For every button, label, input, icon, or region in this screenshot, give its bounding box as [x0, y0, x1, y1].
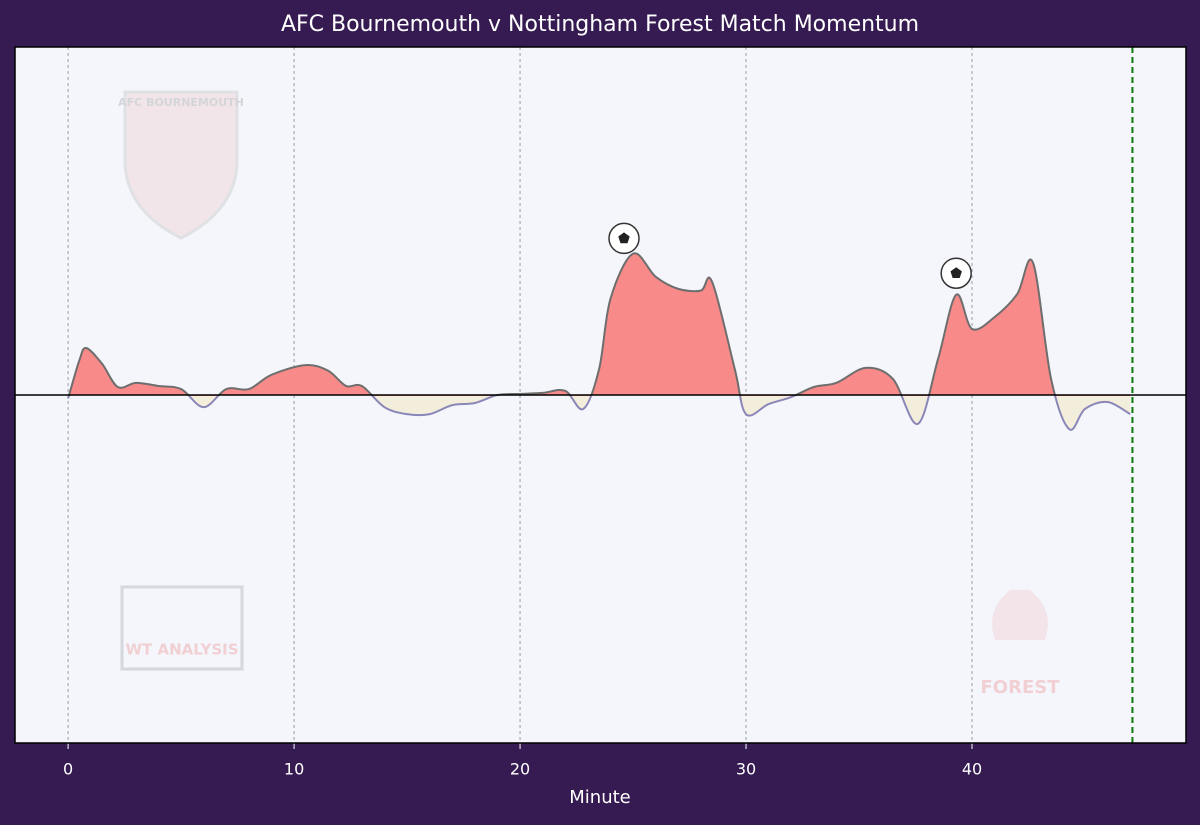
ball-patch	[618, 232, 630, 244]
watermark-text: AFC BOURNEMOUTH	[118, 96, 244, 109]
wt-logo	[120, 585, 244, 671]
chart-title: AFC Bournemouth v Nottingham Forest Matc…	[281, 12, 919, 37]
bournemouth-logo	[123, 90, 239, 240]
x-axis-label: Minute	[569, 787, 630, 808]
x-tick-label: 0	[63, 760, 73, 779]
x-tick-label: 30	[736, 760, 756, 779]
watermark-text: FOREST	[981, 677, 1061, 698]
watermark-text: WT ANALYSIS	[125, 641, 238, 659]
x-tick-label: 10	[284, 760, 304, 779]
forest-logo	[992, 590, 1048, 640]
x-tick-label: 40	[962, 760, 982, 779]
area-positive	[68, 253, 1131, 396]
area-negative	[68, 396, 1131, 430]
momentum-line	[67, 252, 1057, 396]
watermarks: AFC BOURNEMOUTH WT ANALYSIS FOREST	[118, 90, 1061, 698]
ball-patch	[950, 267, 962, 279]
goal-marker	[940, 257, 972, 289]
goal-marker	[608, 222, 640, 255]
plot-border	[14, 46, 1187, 744]
x-tick-label: 20	[510, 760, 530, 779]
